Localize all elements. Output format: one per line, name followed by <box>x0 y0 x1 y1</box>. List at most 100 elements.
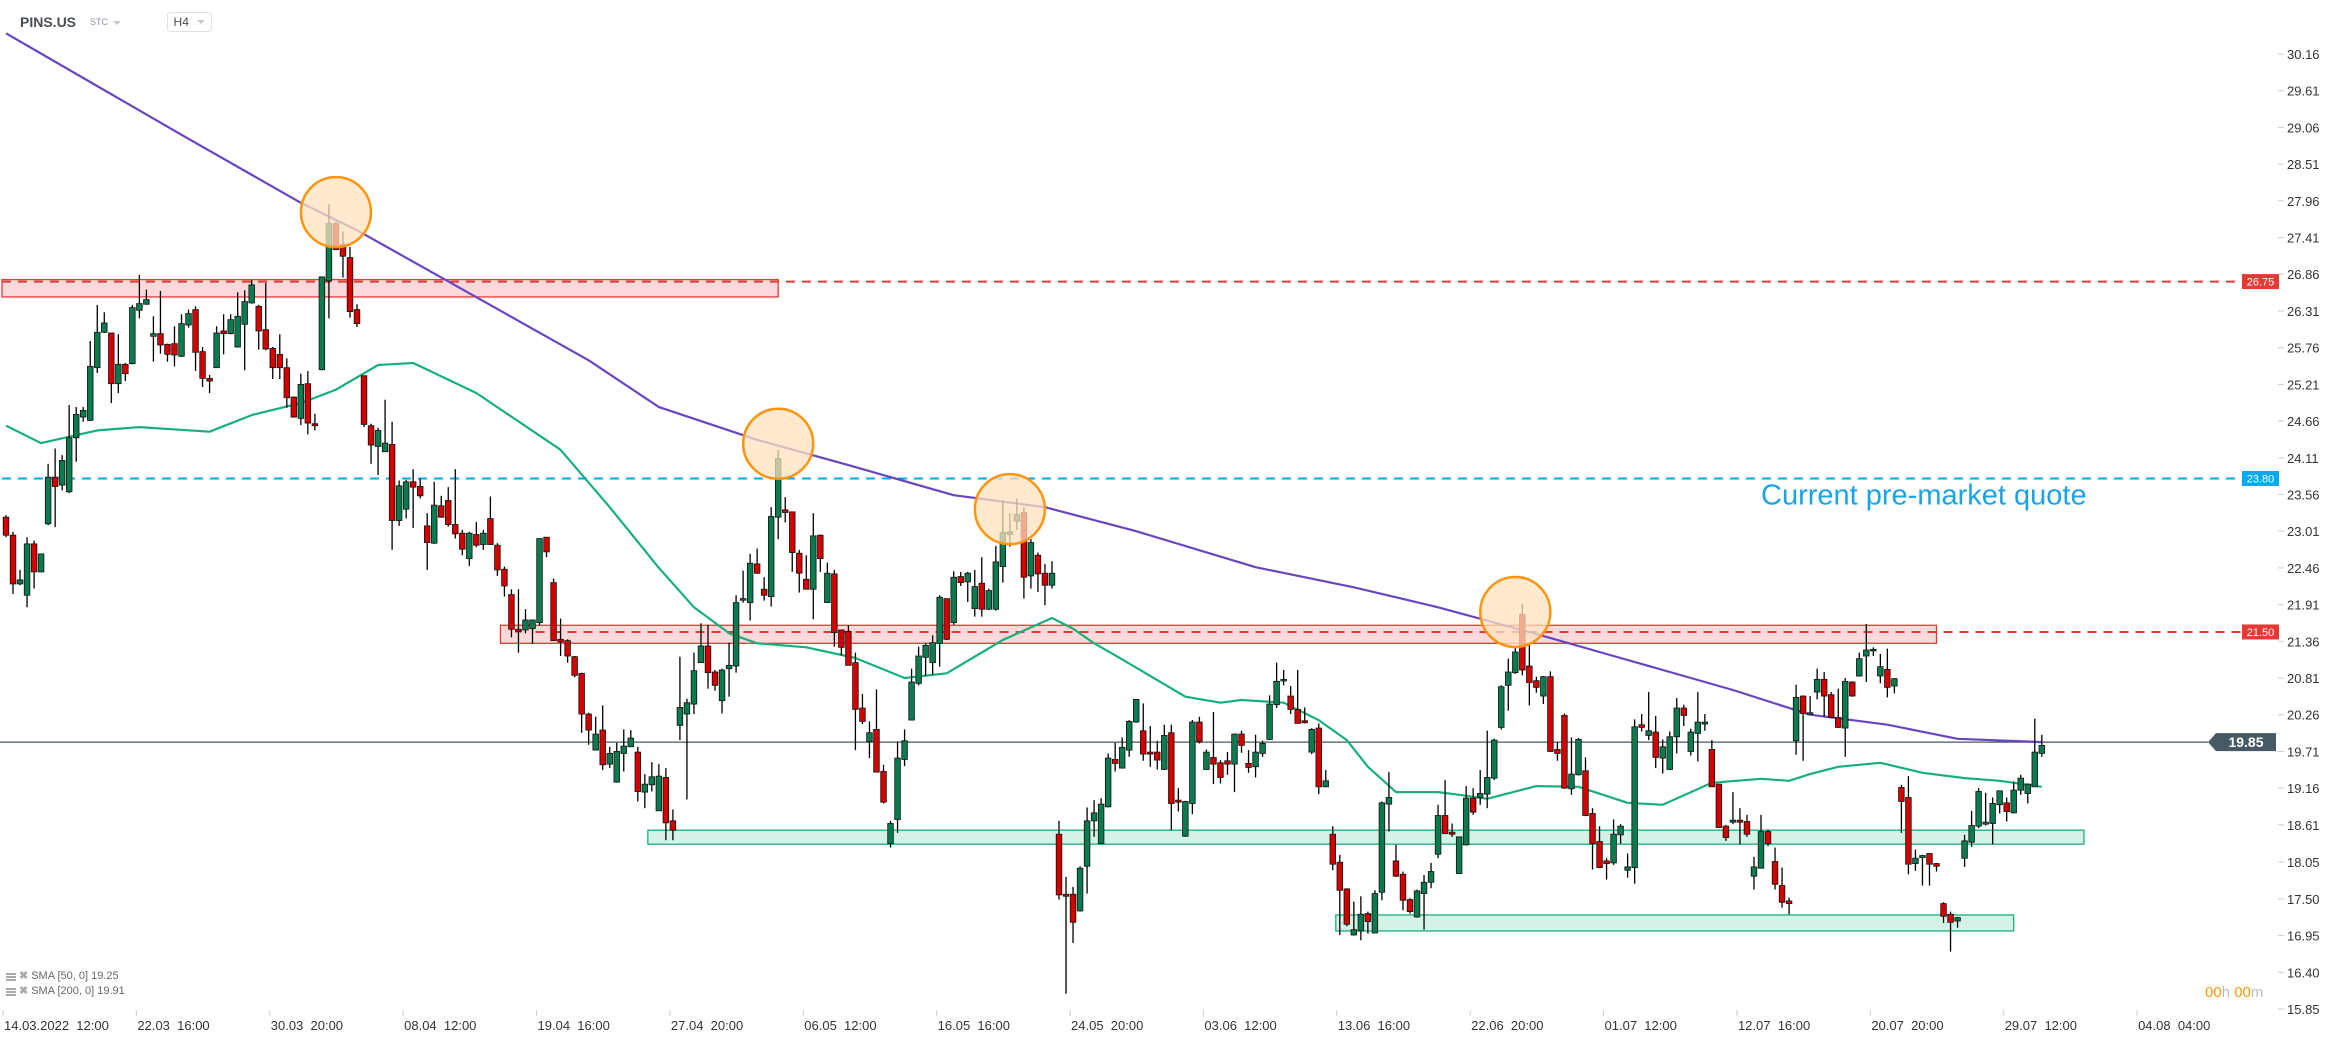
candle <box>697 623 705 664</box>
candle-body-up <box>1434 815 1442 855</box>
candle-body-down <box>1785 900 1793 905</box>
candle <box>739 570 747 603</box>
close-icon[interactable]: ✖ <box>19 970 29 982</box>
candle-body-up <box>1027 542 1035 577</box>
time-axis[interactable]: 14.03.2022 12:00 22.03 16:00 30.03 20:00 08… <box>2 1010 2210 1033</box>
candle-body-down <box>1294 708 1301 724</box>
candle-body-down <box>838 629 845 648</box>
settings-list-icon[interactable] <box>6 972 16 981</box>
candle-body-down <box>1441 815 1449 834</box>
candle-body-down <box>1926 853 1933 865</box>
market-selector[interactable]: STC <box>90 17 121 27</box>
candle <box>627 730 634 748</box>
candle <box>2 515 10 538</box>
legend-item-sma200[interactable]: ✖ SMA [200, 0] 19.91 <box>6 984 125 999</box>
candle-body-down <box>1343 888 1351 925</box>
candle <box>1891 678 1898 694</box>
candle-body-up <box>1954 917 1961 922</box>
candle-body-up <box>964 572 971 583</box>
candle-body-up <box>1477 793 1484 798</box>
candle-body-up <box>746 562 754 604</box>
candle <box>1722 824 1730 841</box>
candle-body-up <box>627 737 634 748</box>
level-price-badge-label: 23.80 <box>2247 473 2275 485</box>
candle-body-down <box>1582 770 1589 816</box>
candle <box>1912 849 1919 871</box>
candle-body-down <box>1933 863 1940 867</box>
candle <box>1877 653 1884 684</box>
candle-body-down <box>1708 749 1716 788</box>
candle <box>831 569 838 647</box>
candle-body-up <box>1322 780 1329 788</box>
candle <box>1069 886 1077 943</box>
candle <box>1498 685 1505 730</box>
candle-body-down <box>367 425 375 446</box>
candle <box>185 309 192 328</box>
candle-body-up <box>44 476 52 525</box>
candle-body-down <box>304 383 312 424</box>
candle <box>1280 670 1287 686</box>
chart-header: PINS.US STC H4 <box>20 12 212 32</box>
candle-body-down <box>459 532 466 550</box>
candle <box>1336 854 1343 935</box>
x-tick-label: 29.07 12:00 <box>2005 1018 2077 1033</box>
candle-body-down <box>1764 831 1772 844</box>
candle-body-down <box>164 343 171 355</box>
candle-body-down <box>1940 903 1947 917</box>
candle-body-up <box>178 323 185 357</box>
candle <box>213 326 220 369</box>
candle-body-up <box>950 576 957 624</box>
candle-body-up <box>641 783 649 793</box>
timeframe-dropdown[interactable]: H4 <box>166 12 212 32</box>
candle <box>1034 552 1042 592</box>
candle <box>922 642 929 677</box>
candle-body-down <box>1055 833 1063 896</box>
candle <box>1729 792 1737 825</box>
candle-body-down <box>1069 893 1077 923</box>
candle <box>662 768 670 841</box>
candle-body-down <box>1554 749 1561 754</box>
price-axis[interactable]: 30.16 29.61 29.06 28.51 27.96 27.41 26.86 26.31… <box>2208 47 2320 1017</box>
candle <box>1596 826 1603 869</box>
candle <box>136 274 143 319</box>
candle <box>1835 688 1842 729</box>
candle <box>122 363 129 382</box>
candle-body-down <box>445 500 452 525</box>
candle <box>318 276 326 371</box>
legend-item-sma50[interactable]: ✖ SMA [50, 0] 19.25 <box>6 969 125 984</box>
candle <box>1624 853 1631 878</box>
candle <box>1947 911 1954 952</box>
candle-body-down <box>1589 813 1596 844</box>
settings-list-icon[interactable] <box>6 987 16 996</box>
candle <box>255 304 262 350</box>
candle <box>1224 752 1231 775</box>
candle <box>65 405 73 494</box>
candle-body-down <box>1469 797 1477 813</box>
candle-body-down <box>1820 678 1828 697</box>
candle-body-up <box>1252 751 1259 768</box>
candle <box>2003 797 2010 822</box>
candles-layer <box>2 204 2045 994</box>
symbol-label[interactable]: PINS.US <box>20 14 77 30</box>
candle <box>1989 797 1996 845</box>
candle <box>1940 902 1947 923</box>
candle <box>1505 658 1512 711</box>
candle <box>1771 847 1779 890</box>
candle <box>873 689 880 773</box>
candle <box>1982 792 1989 826</box>
candle <box>290 396 298 418</box>
candle <box>1652 716 1659 769</box>
candle <box>1561 713 1568 789</box>
candle-body-up <box>431 504 438 544</box>
close-icon[interactable]: ✖ <box>19 985 29 997</box>
candle <box>1996 790 2003 814</box>
candle <box>2024 783 2031 804</box>
candle <box>1715 783 1723 828</box>
candle-body-up <box>241 301 248 325</box>
candle <box>438 495 445 518</box>
candle-body-up <box>718 669 726 702</box>
candle-body-down <box>599 729 606 766</box>
candle-body-down <box>388 444 396 521</box>
y-tick-label: 17.50 <box>2287 892 2320 907</box>
